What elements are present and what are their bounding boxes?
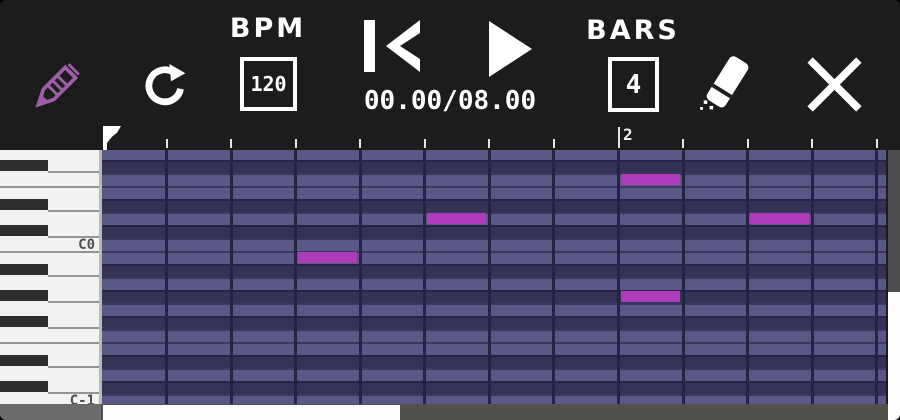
close-button[interactable] [805,55,864,114]
bar-tick [617,127,620,148]
piano-roll-grid[interactable] [102,150,886,404]
bars-value: 4 [625,69,642,100]
grid-row-B-1[interactable] [102,251,886,264]
piano-keyboard[interactable]: C0 C-1 [0,150,102,404]
scrollbar-corner [0,404,101,420]
play-button[interactable] [487,20,534,78]
grid-beat-line [552,150,556,404]
grid-row-C0[interactable] [102,238,886,251]
beat-tick [165,139,168,148]
grid-beat-line [681,150,685,404]
beat-tick [875,139,878,148]
black-key-F#-1[interactable] [0,316,48,327]
close-icon [807,57,862,112]
eraser-tool-button[interactable] [699,55,754,112]
bars-value-box[interactable]: 4 [608,57,659,112]
pencil-icon [35,63,80,108]
key-separator [48,327,102,329]
grid-row-F0[interactable] [102,173,886,186]
beat-tick [682,139,685,148]
grid-row-D#0[interactable] [102,199,886,212]
grid-row-F-1[interactable] [102,329,886,342]
eraser-icon [700,56,749,110]
grid-row-D0[interactable] [102,212,886,225]
beat-tick [811,139,814,148]
grid-beat-line [229,150,233,404]
note-D0[interactable] [749,213,810,224]
vertical-scrollbar-track[interactable] [888,150,900,420]
grid-beat-line [875,150,879,404]
grid-row-A#-1[interactable] [102,264,886,277]
beat-tick [230,139,233,148]
grid-row-G0[interactable] [102,150,886,160]
grid-beat-line [746,150,750,404]
note-B-1[interactable] [297,252,358,263]
key-separator [0,251,102,253]
key-separator [48,366,102,368]
grid-row-A-1[interactable] [102,277,886,290]
key-separator [0,186,102,188]
key-separator [48,236,102,238]
black-key-A#-1[interactable] [0,264,48,275]
redo-icon [145,64,186,106]
note-D0[interactable] [426,213,487,224]
grid-beat-line [358,150,362,404]
key-separator [48,210,102,212]
grid-row-C#0[interactable] [102,225,886,238]
key-separator [48,171,102,173]
bpm-label: BPM [229,13,307,44]
grid-row-E0[interactable] [102,186,886,199]
note-G#-1[interactable] [620,291,681,302]
note-F0[interactable] [620,174,681,185]
black-key-D#0[interactable] [0,199,48,210]
time-display: 00.00/08.00 [363,86,537,116]
redo-button[interactable] [141,62,189,110]
key-separator [48,275,102,277]
grid-row-D-1[interactable] [102,368,886,381]
bpm-value-box[interactable]: 120 [240,57,297,111]
playhead-marker[interactable] [103,126,121,150]
horizontal-scrollbar-thumb[interactable] [103,405,400,420]
skip-to-start-icon [364,20,420,72]
grid-row-E-1[interactable] [102,342,886,355]
grid-beat-line [487,150,491,404]
beat-tick [423,139,426,148]
grid-beat-line [810,150,814,404]
play-icon [489,21,532,77]
grid-row-G-1[interactable] [102,303,886,316]
grid-row-G#-1[interactable] [102,290,886,303]
beat-tick [746,139,749,148]
pencil-tool-button[interactable] [30,54,88,114]
key-separator [0,342,102,344]
bpm-value: 120 [250,72,287,96]
black-key-G#-1[interactable] [0,290,48,301]
key-label-C0: C0 [78,237,95,253]
black-key-C#-1[interactable] [0,381,48,392]
key-label-C-1: C-1 [69,393,95,404]
black-key-F#0[interactable] [0,160,48,171]
key-separator [48,301,102,303]
grid-row-C#-1[interactable] [102,381,886,394]
grid-row-C-1[interactable] [102,394,886,404]
black-key-D#-1[interactable] [0,355,48,366]
skip-to-start-button[interactable] [364,18,420,74]
key-separator [48,392,102,394]
beat-tick [552,139,555,148]
grid-beat-line [423,150,427,404]
black-key-C#0[interactable] [0,225,48,236]
grid-row-D#-1[interactable] [102,355,886,368]
grid-beat-line [165,150,169,404]
grid-row-F#-1[interactable] [102,316,886,329]
beat-tick [359,139,362,148]
beat-tick [488,139,491,148]
grid-beat-line [617,150,621,404]
beat-tick [294,139,297,148]
vertical-scrollbar-thumb[interactable] [888,292,900,420]
grid-row-F#0[interactable] [102,160,886,173]
grid-beat-line [294,150,298,404]
bars-label: BARS [586,15,680,46]
bar-2-label: 2 [623,125,633,144]
